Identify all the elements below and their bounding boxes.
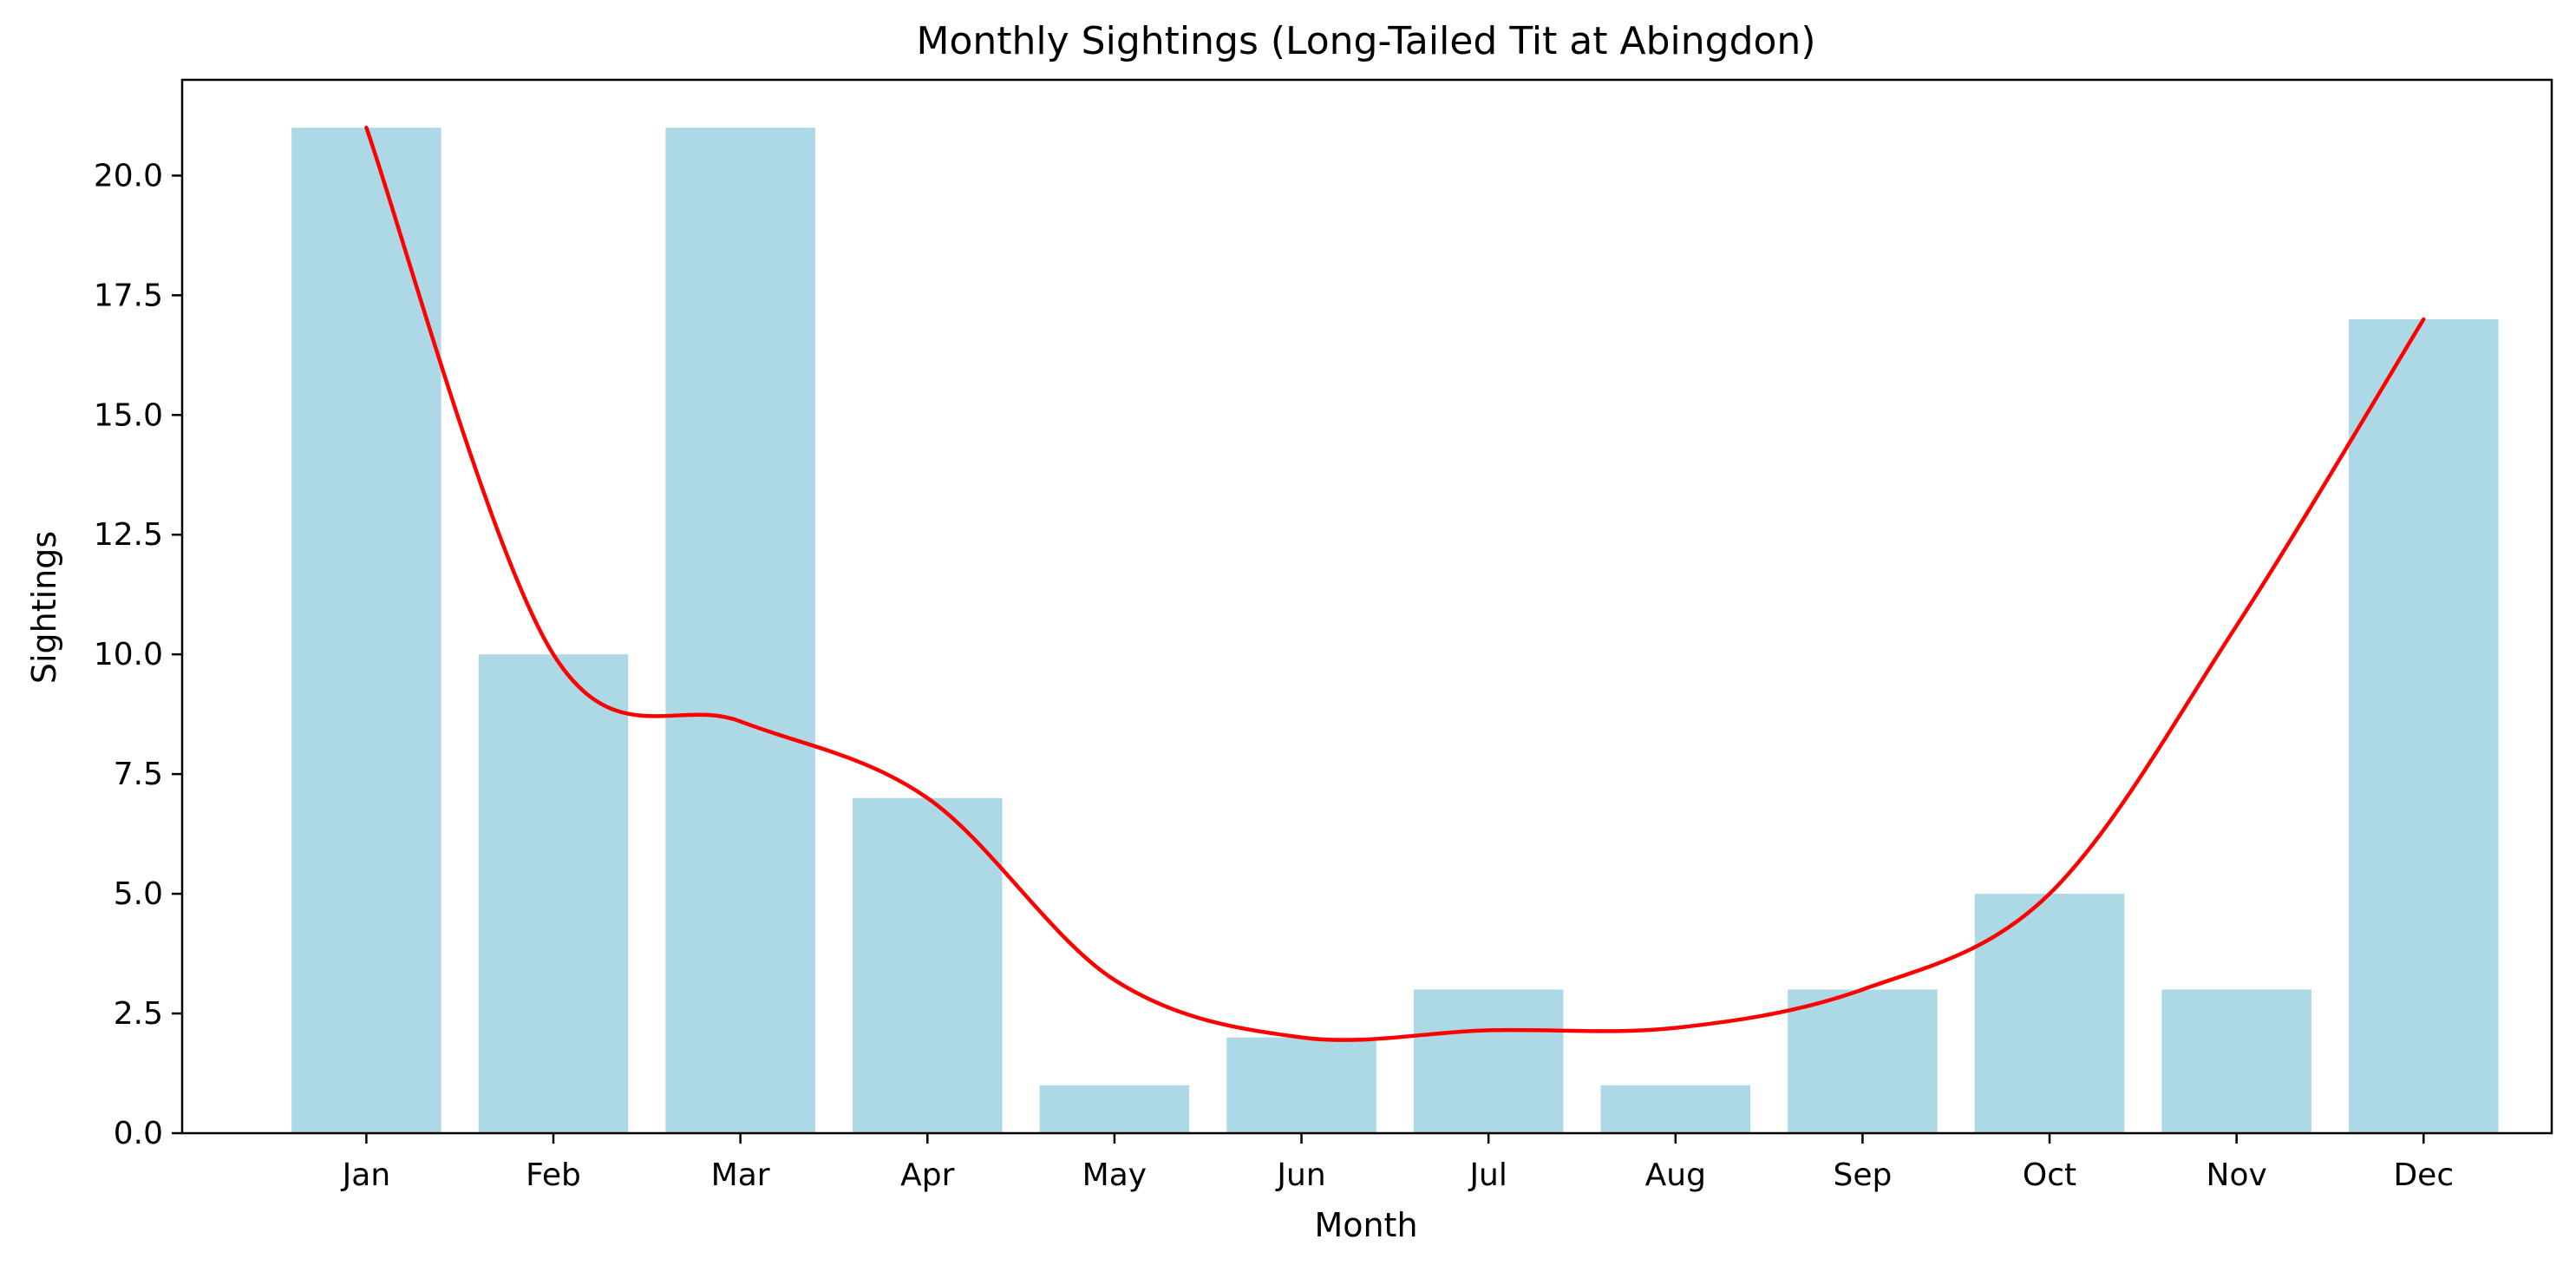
y-tick-label: 2.5 bbox=[114, 996, 163, 1032]
y-tick-label: 7.5 bbox=[114, 757, 163, 792]
x-tick-label-aug: Aug bbox=[1645, 1157, 1706, 1193]
x-tick-label-feb: Feb bbox=[526, 1157, 581, 1193]
bar-jul bbox=[1413, 989, 1564, 1133]
x-tick-label-oct: Oct bbox=[2023, 1157, 2076, 1193]
bar-jan bbox=[291, 128, 441, 1133]
x-tick-label-jul: Jul bbox=[1468, 1157, 1507, 1193]
bar-feb bbox=[478, 654, 629, 1133]
y-tick-label: 5.0 bbox=[114, 876, 163, 912]
y-tick-label: 12.5 bbox=[94, 517, 163, 553]
bar-jun bbox=[1226, 1037, 1376, 1133]
bars bbox=[291, 128, 2499, 1134]
plot-frame bbox=[180, 78, 2553, 1135]
x-axis-label: Month bbox=[1314, 1206, 1417, 1244]
bar-apr bbox=[853, 797, 1003, 1133]
y-axis-label: Sightings bbox=[25, 531, 63, 684]
x-tick-label-mar: Mar bbox=[711, 1157, 770, 1193]
y-axis: 0.0 2.5 5.0 7.5 10.0 12.5 15.0 17.5 20.0 bbox=[94, 158, 182, 1151]
bar-dec bbox=[2349, 318, 2499, 1134]
y-tick-label: 20.0 bbox=[94, 158, 163, 193]
x-tick-label-nov: Nov bbox=[2207, 1157, 2267, 1193]
x-tick-label-sep: Sep bbox=[1833, 1157, 1892, 1193]
bar-may bbox=[1039, 1085, 1190, 1133]
x-tick-label-apr: Apr bbox=[900, 1157, 954, 1193]
bar-nov bbox=[2161, 989, 2311, 1133]
x-tick-label-jun: Jun bbox=[1275, 1157, 1325, 1193]
bar-aug bbox=[1600, 1085, 1751, 1133]
y-tick-label: 17.5 bbox=[94, 278, 163, 313]
chart-title: Monthly Sightings (Long-Tailed Tit at Ab… bbox=[917, 19, 1816, 63]
bar-sep bbox=[1788, 989, 1938, 1133]
y-tick-label: 10.0 bbox=[94, 637, 163, 672]
x-tick-label-jan: Jan bbox=[341, 1157, 391, 1193]
x-tick-label-dec: Dec bbox=[2393, 1157, 2454, 1193]
y-tick-label: 0.0 bbox=[114, 1116, 163, 1151]
y-tick-label: 15.0 bbox=[94, 397, 163, 433]
x-tick-label-may: May bbox=[1082, 1157, 1147, 1193]
bar-oct bbox=[1974, 894, 2125, 1133]
bar-mar bbox=[665, 128, 815, 1133]
trend-line bbox=[364, 125, 2426, 1042]
x-axis: Jan Feb Mar Apr May Jun Jul Aug Sep Oct Nov Dec bbox=[341, 1133, 2454, 1193]
